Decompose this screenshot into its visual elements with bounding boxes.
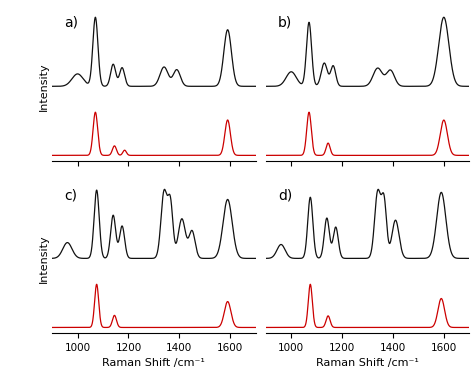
Text: c): c) <box>64 188 77 202</box>
Text: d): d) <box>278 188 292 202</box>
X-axis label: Raman Shift /cm⁻¹: Raman Shift /cm⁻¹ <box>102 358 205 368</box>
X-axis label: Raman Shift /cm⁻¹: Raman Shift /cm⁻¹ <box>316 358 419 368</box>
Y-axis label: Intensity: Intensity <box>39 62 49 111</box>
Text: b): b) <box>278 16 292 30</box>
Y-axis label: Intensity: Intensity <box>39 234 49 283</box>
Text: a): a) <box>64 16 78 30</box>
